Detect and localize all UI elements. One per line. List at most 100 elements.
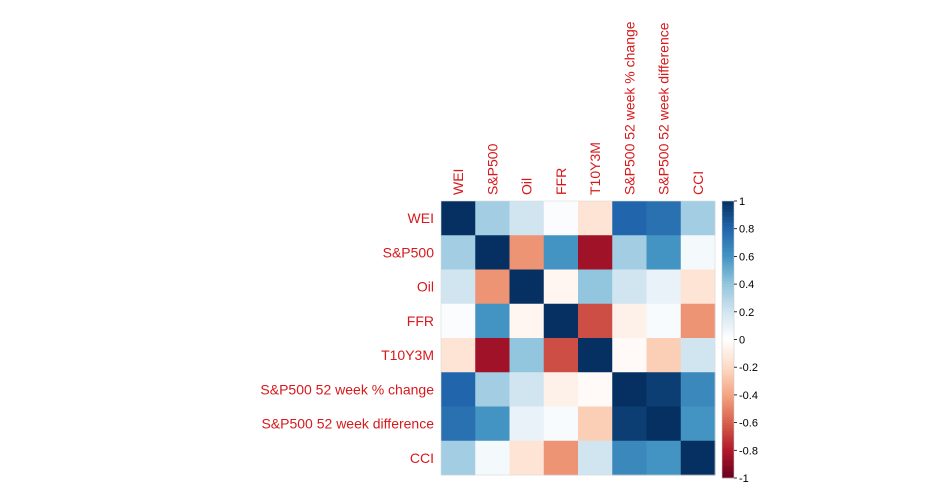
heatmap-cell-sandp500-52-week-difference-sandp500	[475, 406, 510, 442]
legend-tick-label: 1	[739, 196, 745, 208]
heatmap-cell-sandp500-sandp500-52-week-difference	[646, 235, 682, 270]
heatmap-cell-t10y3m-ffr	[543, 338, 579, 373]
legend-gradient-step	[722, 275, 734, 279]
legend-gradient-step	[722, 223, 734, 227]
legend-gradient-step	[722, 328, 734, 332]
heatmap-cell-t10y3m-sandp500-52-week-difference	[646, 338, 682, 373]
legend-gradient-step	[722, 450, 734, 454]
legend-gradient-step	[722, 430, 734, 434]
legend-gradient-step	[722, 309, 734, 313]
heatmap-cell-sandp500-52-week-pct-change-oil	[509, 372, 545, 407]
legend-gradient-step	[722, 333, 734, 338]
heatmap-cell-ffr-oil	[509, 303, 545, 339]
heatmap-cell-oil-sandp500-52-week-pct-change	[612, 269, 647, 305]
heatmap-cell-wei-oil	[509, 201, 545, 236]
legend-gradient-step	[722, 320, 734, 324]
legend-gradient-step	[722, 439, 734, 443]
legend-gradient-step	[722, 303, 734, 307]
heatmap-cells	[440, 200, 716, 476]
legend-gradient-step	[722, 297, 734, 302]
row-label-cci: CCI	[410, 450, 434, 466]
color-legend: 1 0.8 0.6 0.4 0.2 0 -0.2 -0.4 -0.6 -0.8 -1	[721, 196, 758, 485]
legend-tick-label: 0.4	[739, 279, 754, 291]
legend-tick-label: -1	[739, 473, 749, 485]
legend-gradient-step	[722, 461, 734, 465]
legend-gradient-step	[722, 256, 734, 260]
legend-gradient-step	[722, 209, 734, 213]
heatmap-cell-cci-t10y3m	[578, 440, 613, 476]
legend-gradient-step	[722, 300, 734, 304]
legend-gradient-step	[722, 203, 734, 207]
legend-gradient-step	[722, 453, 734, 457]
legend-gradient-step	[722, 245, 734, 249]
legend-tick-label: 0.2	[739, 307, 754, 319]
heatmap-cell-wei-sandp500	[475, 201, 510, 236]
legend-tick-label: -0.8	[739, 445, 758, 457]
row-labels: WEI S&P500 Oil FFR T10Y3M S&P500 52 week % ch…	[260, 210, 434, 466]
heatmap-cell-cci-sandp500-52-week-pct-change	[612, 440, 647, 476]
legend-gradient-step	[722, 378, 734, 382]
heatmap-cell-oil-cci	[680, 269, 716, 305]
legend-gradient-step	[722, 444, 734, 448]
legend-gradient-step	[722, 239, 734, 243]
legend-gradient-step	[722, 314, 734, 318]
legend-gradient-step	[722, 422, 734, 426]
legend-tick-label: 0.6	[739, 251, 754, 263]
legend-gradient-step	[722, 289, 734, 293]
row-label-sandp500-52-week-pct-change: S&P500 52 week % change	[260, 381, 434, 397]
heatmap-cell-sandp500-52-week-difference-wei	[441, 406, 476, 442]
legend-gradient-step	[722, 237, 734, 241]
heatmap-cell-sandp500-52-week-pct-change-sandp500	[475, 372, 510, 407]
heatmap-cell-oil-wei	[441, 269, 476, 305]
heatmap-cell-ffr-cci	[680, 303, 716, 339]
heatmap-cell-cci-cci	[680, 440, 716, 476]
legend-gradient-step	[722, 394, 734, 398]
legend-gradient-step	[722, 286, 734, 290]
heatmap-cell-sandp500-wei	[441, 235, 476, 270]
legend-gradient-step	[722, 350, 734, 354]
heatmap-cell-ffr-wei	[441, 303, 476, 339]
heatmap-cell-wei-cci	[680, 201, 716, 236]
heatmap-cell-wei-t10y3m	[578, 201, 613, 236]
legend-gradient-step	[722, 372, 734, 376]
legend-gradient-step	[722, 441, 734, 446]
row-label-sandp500-52-week-difference: S&P500 52 week difference	[261, 416, 434, 432]
heatmap-cell-cci-sandp500-52-week-difference	[646, 440, 682, 476]
heatmap-cell-ffr-sandp500-52-week-difference	[646, 303, 682, 339]
heatmap-cell-sandp500-52-week-difference-sandp500-52-week-difference	[646, 406, 682, 442]
legend-gradient-step	[722, 336, 734, 340]
legend-gradient-step	[722, 270, 734, 274]
heatmap-cell-sandp500-52-week-pct-change-cci	[680, 372, 716, 407]
legend-gradient-step	[722, 369, 734, 374]
column-label-ffr: FFR	[553, 168, 569, 195]
legend-gradient-step	[722, 253, 734, 257]
legend-gradient-step	[722, 356, 734, 360]
legend-gradient-step	[722, 220, 734, 224]
legend-gradient-step	[722, 392, 734, 396]
legend-gradient-step	[722, 228, 734, 232]
legend-gradient-step	[722, 469, 734, 473]
legend-gradient-step	[722, 361, 734, 365]
column-label-oil: Oil	[519, 178, 535, 195]
heatmap-cell-cci-wei	[441, 440, 476, 476]
legend-tick-label: -0.2	[739, 362, 758, 374]
legend-gradient-step	[722, 295, 734, 299]
column-label-cci: CCI	[690, 171, 706, 195]
heatmap-cell-sandp500-52-week-pct-change-t10y3m	[578, 372, 613, 407]
heatmap-cell-sandp500-52-week-difference-oil	[509, 406, 545, 442]
legend-gradient-step	[722, 231, 734, 235]
legend-gradient-step	[722, 212, 734, 216]
heatmap-cell-t10y3m-t10y3m	[578, 338, 613, 373]
heatmap-cell-t10y3m-oil	[509, 338, 545, 373]
column-label-t10y3m: T10Y3M	[587, 142, 603, 195]
legend-gradient-step	[722, 405, 734, 410]
heatmap-cell-wei-sandp500-52-week-difference	[646, 201, 682, 236]
column-label-sandp500-52-week-difference: S&P500 52 week difference	[656, 22, 672, 195]
heatmap-cell-sandp500-oil	[509, 235, 545, 270]
legend-gradient-step	[722, 425, 734, 429]
legend-gradient-step	[722, 436, 734, 440]
legend-gradient-step	[722, 353, 734, 357]
heatmap-cell-wei-ffr	[543, 201, 579, 236]
heatmap-cell-cci-ffr	[543, 440, 579, 476]
